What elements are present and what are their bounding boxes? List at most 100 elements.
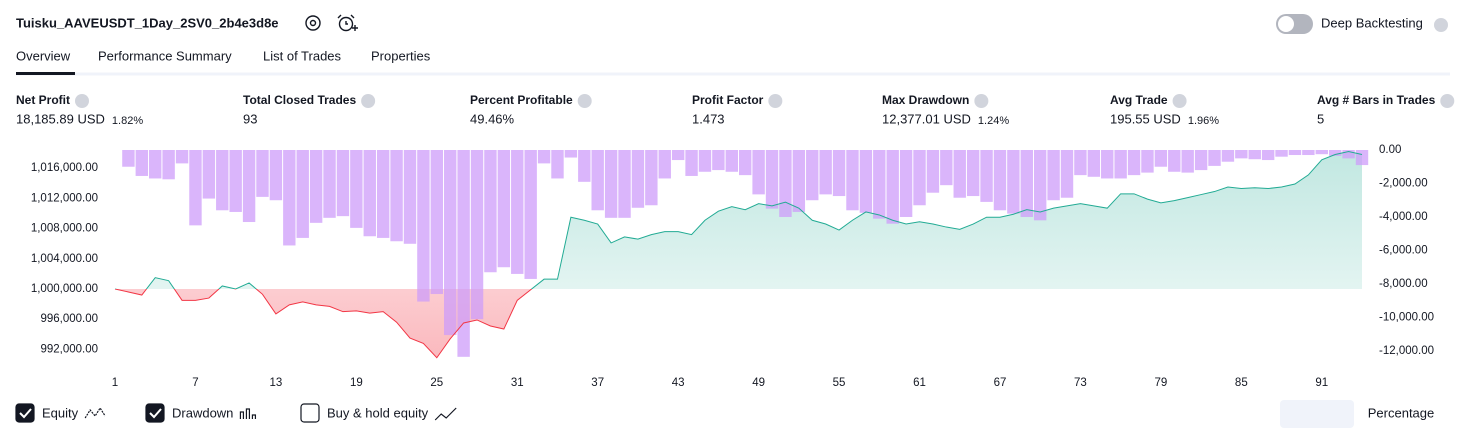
drawdown-bar (122, 150, 135, 167)
drawdown-bar (229, 150, 242, 212)
info-icon[interactable] (768, 94, 783, 108)
y-tick-label: 1,004,000.00 (31, 253, 98, 265)
tab[interactable]: Properties (371, 48, 431, 63)
drawdown-bar (457, 150, 470, 357)
drawdown-bar (1114, 150, 1127, 179)
drawdown-bar (296, 150, 309, 238)
metric-label: Max Drawdown (882, 93, 969, 107)
legend-label[interactable]: Equity (42, 405, 79, 420)
drawdown-bar (819, 150, 832, 195)
checkmark (149, 408, 162, 419)
drawdown-bar (1328, 150, 1342, 156)
drawdown-bar (242, 150, 256, 223)
drawdown-bar (1275, 150, 1288, 157)
settings-icon[interactable] (305, 15, 321, 31)
x-tick-label: 91 (1315, 377, 1328, 389)
view-button[interactable]: Percentage (1368, 405, 1435, 420)
drawdown-bar (846, 150, 859, 211)
drawdown-bar (578, 150, 591, 182)
x-tick-label: 37 (591, 377, 604, 389)
metric-value: 12,377.01 USD (882, 111, 971, 126)
y2-tick-label: -8,000.00 (1379, 278, 1428, 290)
equity-area-negative (115, 288, 1362, 358)
legend-label[interactable]: Drawdown (172, 405, 233, 420)
drawdown-bar (1168, 150, 1181, 172)
drawdown-bar (175, 150, 189, 164)
tab[interactable]: Performance Summary (98, 48, 232, 63)
y-tick-label: 996,000.00 (40, 313, 98, 325)
drawdown-bar (1208, 150, 1221, 166)
drawdown-bar (350, 150, 363, 228)
drawdown-bar (604, 150, 618, 218)
active-tab-indicator (16, 72, 75, 75)
y2-tick-label: 0.00 (1379, 144, 1401, 156)
drawdown-bar (1074, 150, 1087, 176)
drawdown-bar (202, 150, 216, 199)
drawdown-bar (149, 150, 162, 179)
checkbox[interactable] (300, 403, 320, 423)
legend-label[interactable]: Buy & hold equity (327, 405, 429, 420)
info-icon[interactable] (1440, 94, 1455, 108)
drawdown-bar (537, 150, 551, 164)
drawdown-bar (1127, 150, 1141, 176)
metric-label: Net Profit (16, 93, 70, 107)
checkbox[interactable] (15, 403, 35, 423)
add-alert-icon[interactable] (337, 14, 358, 32)
drawdown-bar (470, 150, 484, 320)
drawdown-bar (1221, 150, 1235, 162)
drawdown-bar (390, 150, 403, 242)
help-icon[interactable] (1434, 18, 1448, 32)
y2-tick-label: -2,000.00 (1379, 178, 1428, 190)
x-tick-label: 43 (672, 377, 685, 389)
metric-label: Profit Factor (692, 93, 764, 107)
drawdown-bar (1154, 150, 1168, 167)
deep-backtesting-toggle[interactable] (1276, 14, 1313, 34)
drawdown-bar (135, 150, 149, 176)
drawdown-bar (551, 150, 564, 179)
drawdown-bar (913, 150, 926, 206)
drawdown-bar (1342, 150, 1355, 159)
drawdown-bar (189, 150, 202, 226)
info-icon[interactable] (577, 94, 592, 108)
metric-label: Total Closed Trades (243, 93, 356, 107)
tab[interactable]: List of Trades (263, 48, 342, 63)
drawdown-bar (417, 150, 430, 302)
y2-tick-label: -12,000.00 (1379, 345, 1434, 357)
drawdown-bar (309, 150, 323, 223)
drawdown-bar (806, 150, 819, 201)
tab[interactable]: Overview (16, 48, 71, 63)
toggle-label: Deep Backtesting (1321, 15, 1423, 30)
info-icon[interactable] (361, 94, 376, 108)
metric-label: Avg # Bars in Trades (1317, 93, 1436, 107)
info-icon[interactable] (1172, 94, 1187, 108)
y2-tick-label: -10,000.00 (1379, 311, 1434, 323)
drawdown-bar (966, 150, 980, 197)
info-icon[interactable] (75, 94, 89, 108)
checkbox[interactable] (145, 403, 165, 423)
drawdown-bar (256, 150, 269, 197)
metric-value: 195.55 USD (1110, 111, 1181, 126)
drawdown-bar (765, 150, 779, 209)
drawdown-bar (886, 150, 899, 224)
metric-percent: 1.96% (1188, 115, 1219, 127)
drawdown-bar (1315, 150, 1328, 155)
metric-percent: 1.82% (112, 115, 143, 127)
drawdown-bar (283, 150, 296, 246)
drawdown-bar (1181, 150, 1194, 173)
drawdown-bar (1141, 150, 1154, 173)
y-tick-label: 1,008,000.00 (31, 223, 98, 235)
metric-value: 49.46% (470, 111, 515, 126)
strategy-title: Tuisku_AAVEUSDT_1Day_2SV0_2b4e3d8e (16, 15, 279, 30)
x-tick-label: 13 (270, 377, 283, 389)
drawdown-bar (779, 150, 792, 217)
drawdown-bar (497, 150, 511, 268)
drawdown-bar (336, 150, 350, 217)
info-icon[interactable] (974, 94, 989, 108)
drawdown-bar (524, 150, 537, 279)
drawdown-bar (323, 150, 336, 218)
drawdown-bar (899, 150, 913, 217)
drawdown-bar (269, 150, 283, 201)
metric-percent: 1.24% (978, 115, 1009, 127)
drawdown-bar (162, 150, 175, 180)
drawdown-bar (940, 150, 953, 186)
